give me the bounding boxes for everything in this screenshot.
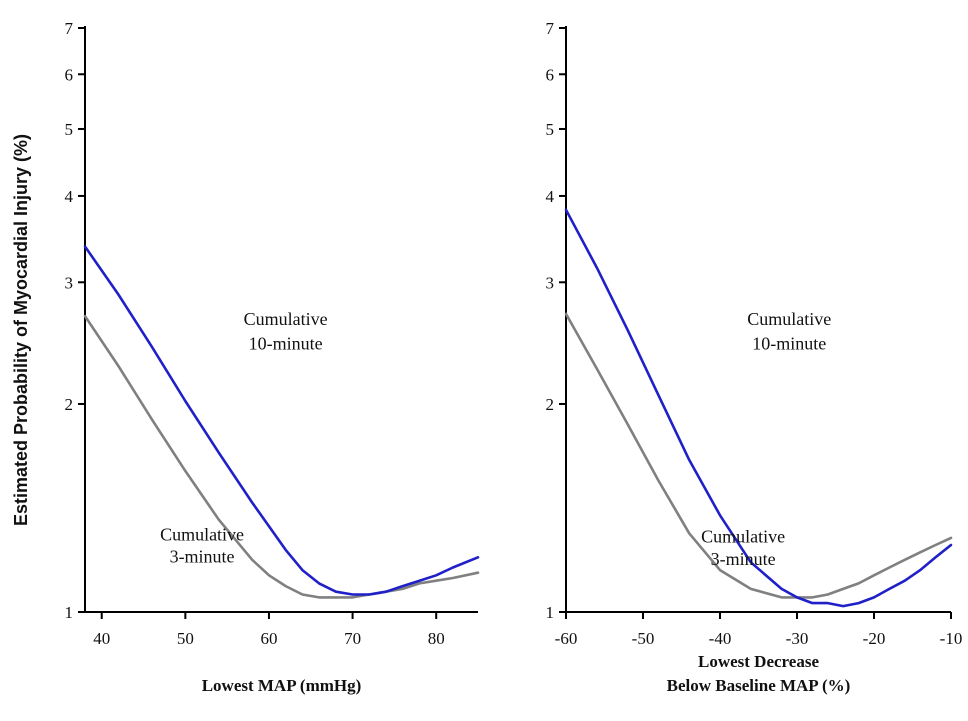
y-tick-label-2-2: 2 [546, 395, 555, 414]
annotation-1-3: Cumulative [160, 524, 244, 544]
y-tick-label-1-2: 2 [65, 395, 74, 414]
y-tick-label-1-6: 6 [65, 65, 74, 84]
y-tick-label-2-7: 7 [546, 19, 555, 38]
x-tick-label-1-40: 40 [93, 629, 110, 648]
series-line-1-cumulative-3-minute [83, 314, 480, 599]
x-tick-label-2--60: -60 [555, 629, 578, 648]
y-tick-label-1-5: 5 [65, 120, 74, 139]
y-tick-label-2-6: 6 [546, 65, 555, 84]
y-tick-label-1-1: 1 [65, 603, 74, 622]
x-tick-label-1-70: 70 [344, 629, 361, 648]
annotation-2-2: 10-minute [752, 333, 826, 353]
x-tick-label-2--20: -20 [863, 629, 886, 648]
y-tick-label-2-4: 4 [546, 187, 555, 206]
series-line-2-cumulative-10-minute [564, 208, 953, 608]
x-tick-label-1-50: 50 [177, 629, 194, 648]
annotation-1-1: Cumulative [244, 309, 328, 329]
y-tick-label-2-1: 1 [546, 603, 555, 622]
y-tick-label-1-4: 4 [65, 187, 74, 206]
x-axis-label-1-line-1: Lowest MAP (mmHg) [202, 676, 362, 695]
y-tick-label-2-5: 5 [546, 120, 555, 139]
x-axis-label-2-line-2: Below Baseline MAP (%) [667, 676, 851, 695]
x-tick-label-1-60: 60 [260, 629, 277, 648]
x-tick-label-1-80: 80 [428, 629, 445, 648]
annotation-2-1: Cumulative [747, 309, 831, 329]
annotation-1-4: 3-minute [170, 546, 235, 566]
y-axis-label: Estimated Probability of Myocardial Inju… [11, 134, 31, 526]
y-tick-label-1-7: 7 [65, 19, 74, 38]
x-tick-label-2--50: -50 [632, 629, 655, 648]
x-axis-label-2-line-1: Lowest Decrease [698, 652, 819, 671]
annotation-1-2: 10-minute [249, 333, 323, 353]
series-line-1-cumulative-10-minute [83, 245, 480, 596]
y-tick-label-1-3: 3 [65, 273, 74, 292]
annotation-2-4: 3-minute [711, 549, 776, 569]
x-tick-label-2--10: -10 [940, 629, 963, 648]
x-tick-label-2--40: -40 [709, 629, 732, 648]
series-line-2-cumulative-3-minute [564, 312, 953, 599]
annotation-2-3: Cumulative [701, 527, 785, 547]
y-tick-label-2-3: 3 [546, 273, 555, 292]
x-tick-label-2--30: -30 [786, 629, 809, 648]
